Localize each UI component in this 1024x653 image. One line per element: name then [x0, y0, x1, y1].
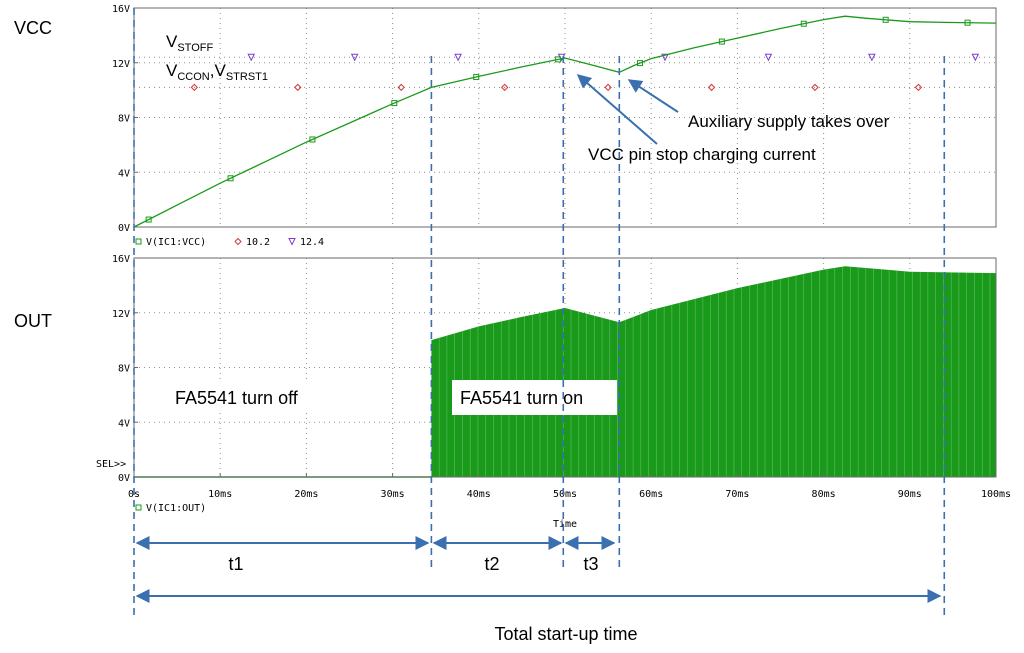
vcc-trace-marker: [227, 175, 234, 182]
triangle-marker: [661, 53, 669, 62]
triangle-marker: [454, 53, 462, 62]
auxiliary-callout-arrow: [627, 79, 679, 113]
t1-label: t1: [228, 554, 243, 574]
vcc-trace-marker: [309, 136, 316, 143]
vcc-y-tick-label: 4V: [118, 168, 130, 179]
turn-off-label-bg: [170, 383, 330, 413]
out-x-tick-label: 80ms: [812, 489, 836, 500]
out-x-tick-label: 50ms: [553, 489, 577, 500]
auxiliary-callout-text: Auxiliary supply takes over: [688, 112, 890, 131]
out-x-tick-label: 30ms: [381, 489, 405, 500]
vcc-legend: V(IC1:VCC) 10.2 12.4: [135, 237, 324, 248]
diamond-marker: [500, 83, 509, 92]
triangle-marker: [350, 53, 359, 62]
vcc-trace-marker: [882, 16, 889, 23]
diamond-marker: [707, 83, 716, 92]
vcc-pin-callout-arrow: [576, 74, 658, 145]
vcc-trace-markers: [145, 16, 971, 223]
square-icon: [135, 238, 142, 245]
out-switching-area: [134, 266, 996, 477]
vcc-trace-marker: [636, 60, 643, 67]
vcc-trace-marker: [718, 38, 725, 45]
legend-label-12-4: 12.4: [300, 237, 324, 248]
timing-arrows: t1 t2 t3 Total start-up time: [135, 536, 942, 644]
vcc-trace-marker: [555, 56, 562, 63]
out-y-tick-label: 4V: [118, 418, 130, 429]
vstoff-main: V: [166, 32, 178, 51]
total-label: Total start-up time: [494, 624, 637, 644]
out-x-tick-label: 70ms: [725, 489, 749, 500]
out-x-tick-label: 40ms: [467, 489, 491, 500]
out-x-tick-label: 10ms: [208, 489, 232, 500]
vstoff-label: VSTOFF: [166, 32, 213, 54]
out-legend-label: V(IC1:OUT): [146, 503, 206, 514]
vcc-trace-marker: [391, 100, 398, 107]
sel-marker: SEL>>: [96, 459, 126, 470]
vstrst-main: V: [214, 61, 226, 80]
vcc-y-tick-label: 8V: [118, 114, 130, 125]
vcc-y-tick-label: 12V: [112, 59, 130, 70]
vstoff-sub: STOFF: [177, 42, 213, 54]
diamond-marker: [294, 83, 302, 92]
vcc-legend-label: V(IC1:VCC): [146, 237, 206, 248]
phase-boundary-lines: [133, 8, 946, 615]
vccon-main: V: [166, 61, 178, 80]
vcc-panel-label: VCC: [14, 18, 52, 38]
vcc-trace-marker: [145, 216, 152, 223]
triangle-marker: [868, 53, 876, 62]
diamond-icon: [234, 237, 242, 246]
out-x-tick-labels: 0s10ms20ms30ms40ms50ms60ms70ms80ms90ms10…: [128, 473, 1011, 500]
out-pulse-lines: [438, 266, 991, 477]
vcc-pin-callout-text: VCC pin stop charging current: [588, 145, 816, 164]
vcc-y-tick-label: 0V: [118, 223, 130, 234]
out-y-tick-label: 0V: [118, 473, 130, 484]
vcc-trace-marker: [473, 74, 480, 81]
diamond-marker: [604, 83, 612, 92]
triangle-marker: [247, 53, 256, 62]
turn-on-label: FA5541 turn on: [460, 388, 583, 408]
vcc-threshold-lines: [134, 53, 996, 92]
x-axis-title: Time: [553, 519, 577, 530]
vcc-trace-marker: [800, 20, 807, 27]
vcc-gridlines: [134, 8, 996, 227]
out-y-tick-label: 12V: [112, 309, 130, 320]
vcc-trace: [133, 15, 997, 228]
t2-label: t2: [484, 554, 499, 574]
turn-off-label: FA5541 turn off: [175, 388, 299, 408]
out-envelope-fill: [134, 266, 996, 477]
out-y-tick-labels: 0V 4V 8V 12V 16V: [112, 254, 138, 484]
out-panel-label: OUT: [14, 311, 52, 331]
diamond-marker: [914, 83, 923, 92]
vcc-trace-marker: [964, 19, 971, 26]
vcc-y-tick-label: 16V: [112, 4, 130, 15]
triangle-icon: [288, 238, 296, 246]
vccon-comma: ,: [210, 61, 215, 80]
vccon-sub: CCON: [177, 71, 209, 83]
vccon-vstrst-label: VCCON,VSTRST1: [166, 61, 268, 83]
out-y-tick-label: 16V: [112, 254, 130, 265]
out-x-tick-label: 20ms: [294, 489, 318, 500]
triangle-marker: [764, 53, 773, 62]
vstrst-sub: STRST1: [226, 71, 268, 83]
legend-label-10-2: 10.2: [246, 237, 270, 248]
diamond-marker: [811, 83, 819, 92]
triangle-marker: [971, 53, 980, 62]
diamond-marker: [190, 83, 199, 92]
diamond-marker: [397, 83, 405, 92]
out-x-tick-label: 100ms: [981, 489, 1011, 500]
out-y-tick-label: 8V: [118, 364, 130, 375]
t3-label: t3: [583, 554, 598, 574]
out-x-tick-label: 90ms: [898, 489, 922, 500]
out-legend: V(IC1:OUT): [135, 503, 206, 514]
turn-on-label-bg: [452, 380, 617, 415]
out-x-tick-label: 60ms: [639, 489, 663, 500]
square-icon: [135, 504, 142, 511]
